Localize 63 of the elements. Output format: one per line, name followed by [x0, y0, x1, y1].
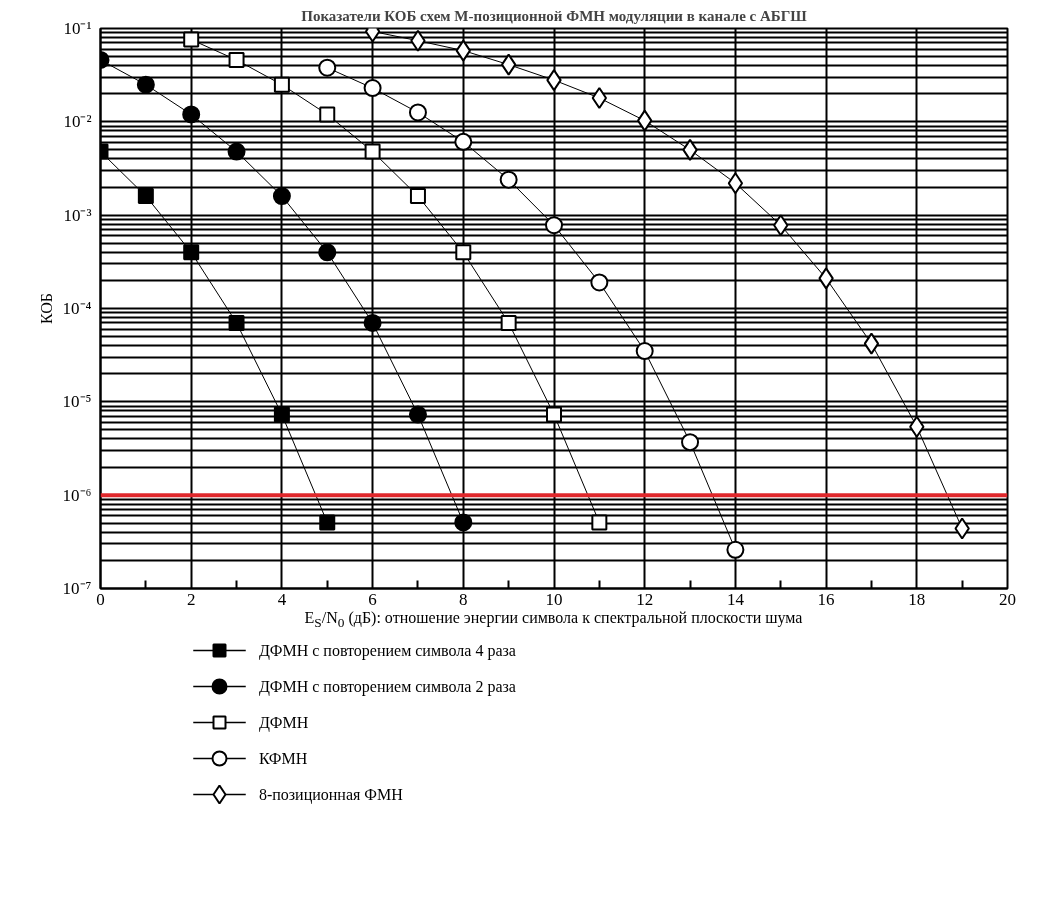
point	[863, 332, 880, 355]
point	[727, 172, 744, 195]
point	[183, 244, 200, 261]
point	[408, 103, 427, 122]
point	[228, 314, 245, 331]
point	[136, 75, 155, 94]
legend-label: ДФМН с повторением символа 2 раза	[258, 678, 516, 697]
point	[726, 540, 745, 559]
x-tick-label: 10	[545, 589, 563, 609]
point	[319, 514, 336, 531]
x-tick-label: 12	[636, 589, 654, 609]
point	[409, 188, 426, 205]
x-tick-label: 16	[817, 589, 835, 609]
legend-label: ДФМН с повторением символа 4 раза	[258, 642, 516, 661]
y-tick-label: 10⁻²	[63, 112, 92, 132]
point	[499, 170, 518, 189]
legend-label: КФМН	[258, 750, 308, 768]
point	[635, 342, 654, 361]
x-tick-label: 6	[368, 589, 377, 609]
point	[227, 142, 246, 161]
point	[408, 405, 427, 424]
y-tick-label: 10⁻³	[63, 205, 92, 225]
point	[500, 53, 517, 76]
y-tick-label: 10⁻⁷	[62, 579, 92, 598]
y-tick-label: 10⁻⁴	[62, 299, 92, 318]
legend-label: 8-позиционная ФМН	[258, 786, 404, 805]
point	[273, 406, 290, 423]
y-tick-label: 10⁻⁶	[62, 485, 92, 505]
x-tick-label: 14	[726, 589, 745, 609]
point	[363, 313, 382, 332]
point	[455, 244, 472, 261]
x-tick-label: 4	[277, 589, 287, 609]
point	[137, 188, 154, 205]
point	[183, 31, 200, 48]
point	[182, 105, 201, 124]
point	[454, 513, 473, 532]
x-tick-label: 18	[908, 589, 926, 609]
point	[591, 87, 608, 110]
point	[545, 216, 563, 235]
point	[318, 58, 337, 77]
point	[272, 187, 291, 206]
point	[591, 514, 608, 531]
x-axis-title: E$_{S}$/N$_{0}$ (дБ): отношение энергии символа к спектральной плоскости шума	[304, 608, 803, 633]
chart-title: Показатели КОБ схем M-позиционной ФМН модуляции в канале с АБГШ	[301, 7, 808, 24]
point	[273, 76, 290, 93]
x-tick-label: 2	[186, 589, 196, 609]
y-axis-title: КОБ	[37, 292, 55, 325]
legend-label: ДФМН	[258, 714, 309, 733]
point	[500, 314, 517, 331]
point	[363, 79, 382, 98]
point	[454, 132, 473, 151]
point	[590, 273, 609, 292]
y-tick-label: 10⁻¹	[63, 19, 92, 38]
point	[228, 51, 245, 68]
x-tick-label: 0	[96, 589, 105, 609]
point	[319, 106, 336, 123]
point	[318, 243, 337, 262]
point	[364, 143, 381, 160]
x-tick-label: 20	[999, 589, 1016, 609]
point	[546, 406, 562, 423]
y-tick-label: 10⁻⁵	[62, 392, 92, 412]
x-tick-label: 8	[459, 589, 468, 609]
point	[681, 433, 700, 452]
